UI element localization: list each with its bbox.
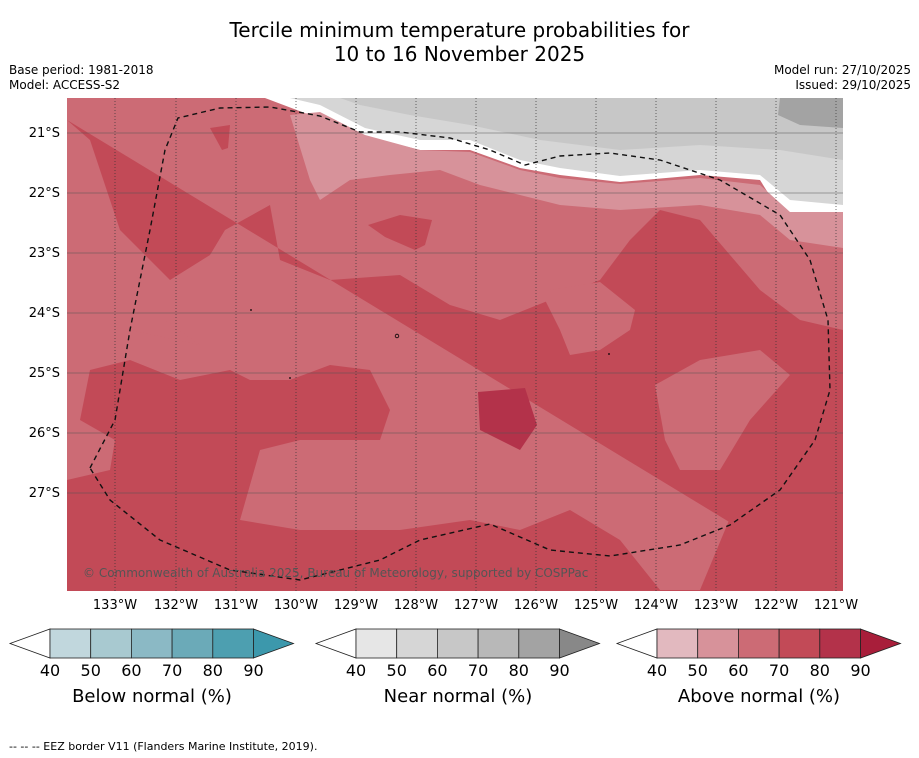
lon-label: 129°W [333, 598, 379, 613]
lat-label: 26°S [28, 426, 60, 441]
colorbar-below-tick: 40 [40, 661, 60, 680]
colorbar-near-tick: 60 [427, 661, 447, 680]
graticule [67, 132, 843, 494]
colorbar-above-segment [778, 628, 821, 659]
above-normal-60-patch-east [655, 350, 790, 470]
colorbar-near-tick: 90 [549, 661, 569, 680]
above-normal-50-band [290, 112, 843, 248]
lat-label: 25°S [28, 366, 60, 381]
colorbar-title-near: Near normal (%) [383, 686, 533, 707]
lon-label: 130°W [273, 598, 319, 613]
meta-right: Model run: 27/10/2025 Issued: 29/10/2025 [774, 63, 911, 93]
colorbar-above-segment [738, 628, 780, 659]
colorbar-near-segment [396, 628, 438, 659]
colorbar-title-below: Below normal (%) [72, 686, 232, 707]
lon-label: 125°W [573, 598, 619, 613]
colorbar-below-segment [212, 628, 254, 659]
eez-border [89, 106, 831, 581]
lat-label: 23°S [28, 246, 60, 261]
colorbar-above-min-arrow [615, 628, 658, 659]
colorbar-near-tick: 80 [509, 661, 529, 680]
colorbar-near-max-arrow [559, 628, 601, 659]
colorbar-title-above: Above normal (%) [677, 686, 841, 707]
lon-label: 128°W [393, 598, 439, 613]
colorbar-below-segment [90, 628, 132, 659]
colorbar-below-tick: 50 [81, 661, 101, 680]
near-normal-80-region [778, 98, 843, 128]
island-mark [250, 309, 252, 311]
colorbar-above-tick: 80 [810, 661, 830, 680]
lon-label: 126°W [513, 598, 559, 613]
colorbar-below-segment [171, 628, 214, 659]
colorbar-near-tick: 50 [387, 661, 407, 680]
model-run: Model run: 27/10/2025 [773, 63, 911, 77]
map-fill-layer [67, 98, 843, 591]
colorbar-above-tick: 60 [728, 661, 748, 680]
colorbar-near-min-arrow [314, 628, 357, 659]
above-normal-70-patch-nw [210, 125, 230, 150]
colorbar-below-tick: 90 [243, 661, 263, 680]
lon-label: 124°W [633, 598, 679, 613]
above-normal-70-region [67, 120, 843, 591]
meridians [114, 98, 837, 591]
eez-footnote: -- -- -- EEZ border V11 (Flanders Marine… [9, 740, 318, 753]
colorbar-below-tick: 80 [203, 661, 223, 680]
island-mark [608, 353, 610, 355]
issued-date: Issued: 29/10/2025 [795, 78, 911, 92]
lon-label: 133°W [92, 598, 138, 613]
colorbar-below-segment [130, 628, 173, 659]
above-normal-60-patch-west [130, 320, 200, 345]
colorbar-near-segment [436, 628, 479, 659]
colorbar-above-tick: 50 [688, 661, 708, 680]
colorbar-near-segment [477, 628, 520, 659]
colorbar-above-tick: 90 [850, 661, 870, 680]
base-period: Base period: 1981-2018 [9, 63, 154, 77]
lat-label: 22°S [28, 186, 60, 201]
colorbar-near-tick: 40 [346, 661, 366, 680]
model-name: Model: ACCESS-S2 [9, 78, 121, 92]
near-normal-60-region [340, 98, 843, 160]
colorbar-above-segment [656, 628, 699, 659]
colorbar-below-max-arrow [253, 628, 295, 659]
island-mark [394, 333, 400, 339]
colorbar-above-segment [819, 628, 861, 659]
copyright-notice: © Commonwealth of Australia 2025, Bureau… [83, 566, 588, 580]
title-line-1: Tercile minimum temperature probabilitie… [229, 18, 690, 42]
above-normal-60-patch-center [545, 282, 635, 355]
above-normal-70-patch-north [368, 215, 432, 250]
map-title: Tercile minimum temperature probabilitie… [0, 18, 919, 66]
lon-label: 123°W [693, 598, 739, 613]
island-mark [289, 377, 291, 379]
above-normal-80-patch [478, 388, 537, 450]
lat-label: 21°S [28, 126, 60, 141]
lon-label: 131°W [213, 598, 259, 613]
colorbar-near-segment [518, 628, 560, 659]
colorbar-above-tick: 40 [647, 661, 667, 680]
meta-left: Base period: 1981-2018 Model: ACCESS-S2 [9, 63, 154, 93]
colorbar-near-segment [355, 628, 398, 659]
colorbar-above-segment [697, 628, 739, 659]
title-line-2: 10 to 16 November 2025 [333, 42, 586, 66]
lon-label: 127°W [453, 598, 499, 613]
colorbar-above-tick: 70 [769, 661, 789, 680]
colorbar-near-tick: 70 [468, 661, 488, 680]
colorbar-below-tick: 60 [121, 661, 141, 680]
lat-label: 24°S [28, 306, 60, 321]
lon-label: 121°W [813, 598, 859, 613]
lat-label: 27°S [28, 486, 60, 501]
lon-label: 132°W [153, 598, 199, 613]
lon-label: 122°W [753, 598, 799, 613]
colorbar-below-segment [49, 628, 92, 659]
colorbar-below-tick: 70 [162, 661, 182, 680]
colorbar-below-min-arrow [8, 628, 51, 659]
colorbar-above-max-arrow [860, 628, 902, 659]
